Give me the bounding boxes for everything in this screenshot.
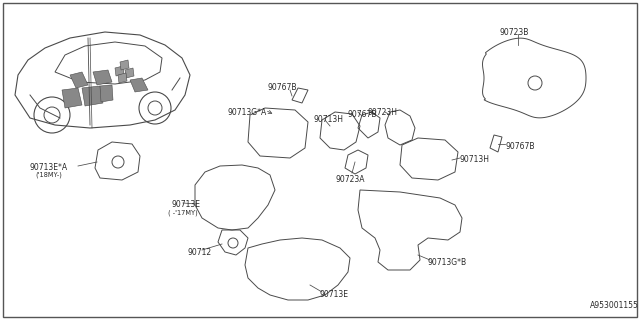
Polygon shape bbox=[125, 68, 134, 78]
Text: 90723A: 90723A bbox=[336, 175, 365, 184]
Polygon shape bbox=[62, 88, 82, 108]
Text: 90713E: 90713E bbox=[320, 290, 349, 299]
Polygon shape bbox=[100, 85, 113, 102]
Text: 90767B: 90767B bbox=[267, 83, 296, 92]
Text: 90713E: 90713E bbox=[172, 200, 201, 209]
Text: 90713G*A: 90713G*A bbox=[228, 108, 268, 117]
Text: ( -'17MY): ( -'17MY) bbox=[168, 210, 198, 217]
Text: 90767B: 90767B bbox=[348, 110, 378, 119]
Polygon shape bbox=[118, 73, 127, 83]
Text: 90713G*B: 90713G*B bbox=[428, 258, 467, 267]
Text: 90767B: 90767B bbox=[505, 142, 534, 151]
Text: 90723B: 90723B bbox=[500, 28, 529, 37]
Polygon shape bbox=[82, 86, 103, 106]
Text: 90713H: 90713H bbox=[460, 155, 490, 164]
Text: 90723H: 90723H bbox=[368, 108, 398, 117]
Polygon shape bbox=[93, 70, 112, 85]
Polygon shape bbox=[120, 60, 129, 70]
Polygon shape bbox=[115, 66, 124, 76]
Polygon shape bbox=[70, 72, 88, 88]
Polygon shape bbox=[130, 78, 148, 92]
Text: 90713H: 90713H bbox=[313, 115, 343, 124]
Text: 90712: 90712 bbox=[188, 248, 212, 257]
Text: A953001155: A953001155 bbox=[590, 301, 639, 310]
Text: 90713E*A: 90713E*A bbox=[30, 163, 68, 172]
Text: ('18MY-): ('18MY-) bbox=[35, 172, 62, 179]
